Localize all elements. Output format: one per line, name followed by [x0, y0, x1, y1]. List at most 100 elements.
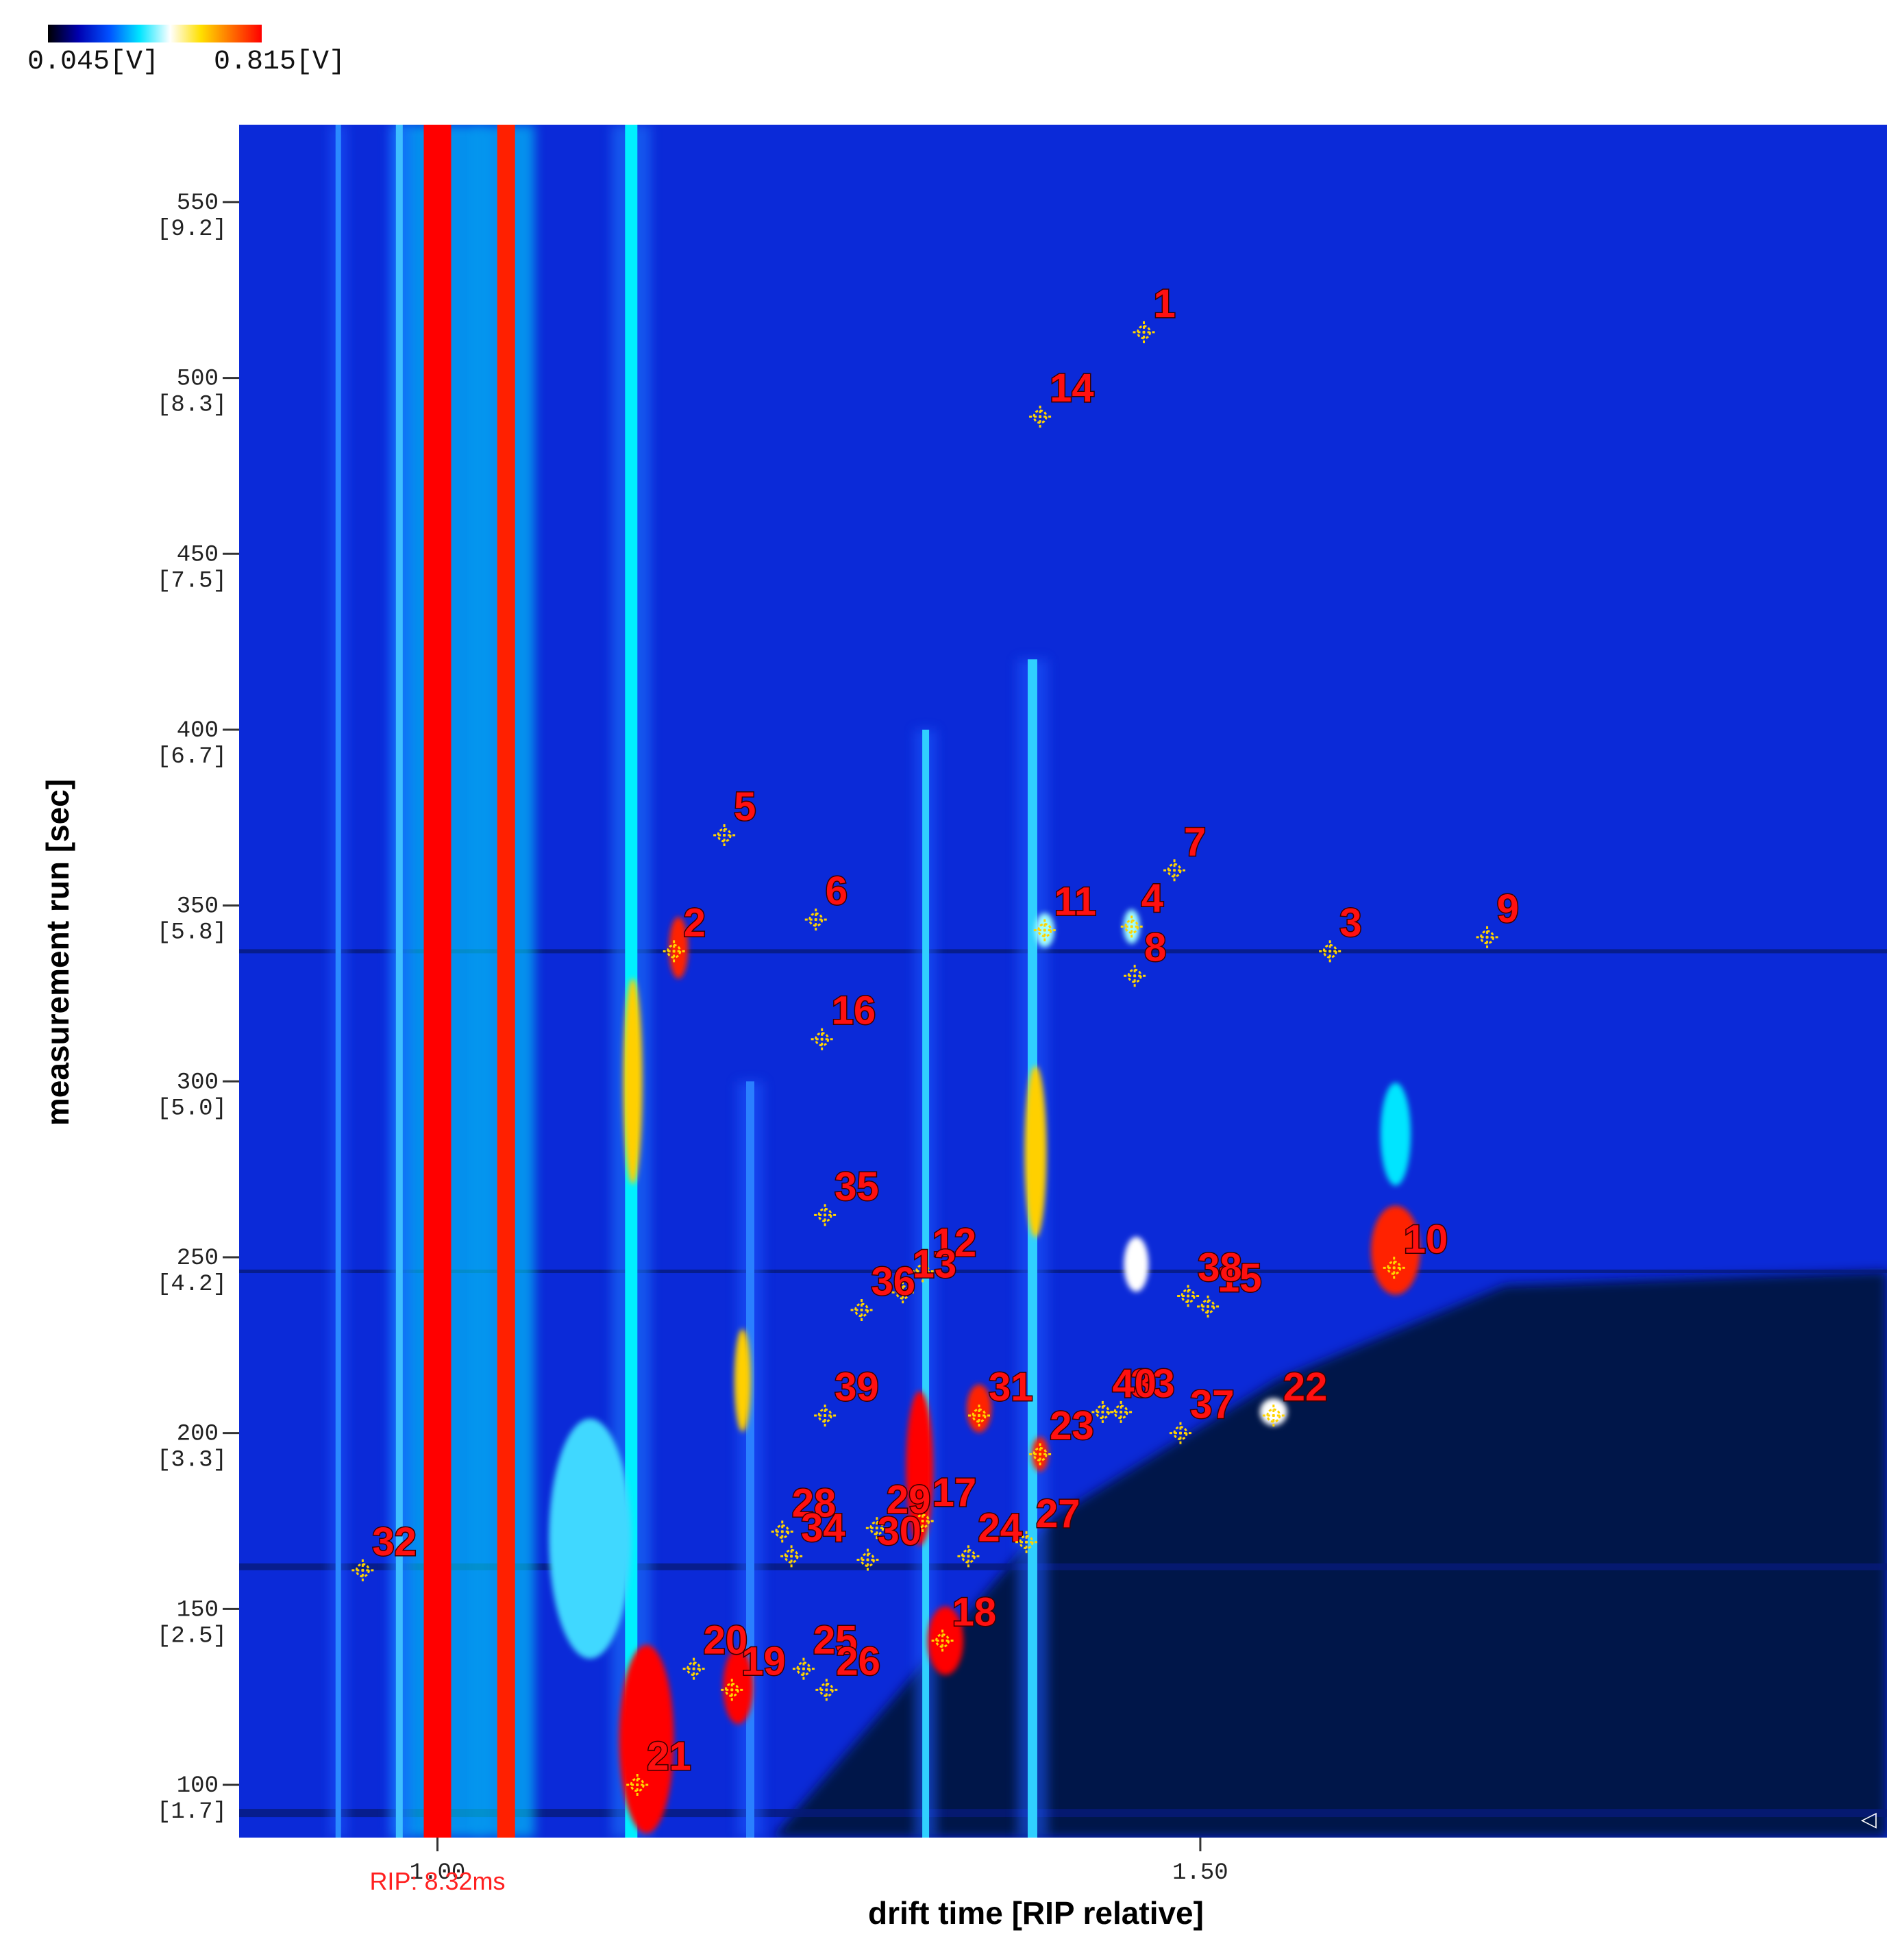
y-tick-sublabel: [4.2]: [157, 1272, 227, 1298]
y-tick-sublabel: [9.2]: [157, 217, 227, 243]
peak-marker[interactable]: 16: [811, 987, 877, 1050]
y-tick-sublabel: [2.5]: [157, 1623, 227, 1649]
peak-marker[interactable]: 22: [1262, 1363, 1328, 1427]
peak-marker[interactable]: 32: [351, 1518, 417, 1581]
peak-marker-label: 15: [1217, 1256, 1262, 1300]
intensity-blob: [619, 1644, 674, 1833]
peak-marker[interactable]: 7: [1163, 819, 1207, 882]
peak-marker-label: 39: [834, 1365, 879, 1409]
peak-marker-label: 7: [1184, 819, 1206, 864]
peak-marker-label: 19: [741, 1639, 786, 1683]
peak-marker[interactable]: 36: [850, 1258, 917, 1321]
peak-marker[interactable]: 18: [931, 1589, 998, 1652]
peak-marker[interactable]: 26: [815, 1638, 881, 1701]
peak-marker[interactable]: 5: [713, 783, 757, 846]
peak-marker-label: 6: [826, 869, 848, 913]
colorbar: [48, 25, 262, 42]
baseline-streak: [239, 1270, 1887, 1274]
peak-marker-label: 17: [932, 1470, 977, 1515]
peak-marker[interactable]: 23: [1029, 1403, 1095, 1466]
peak-marker[interactable]: 28: [771, 1480, 837, 1543]
peak-marker[interactable]: 29: [865, 1477, 932, 1540]
drift-streak: [922, 729, 930, 1838]
peak-marker[interactable]: 24: [957, 1505, 1023, 1568]
y-tick-label: 300: [177, 1070, 219, 1096]
peak-marker-label: 28: [792, 1481, 837, 1525]
x-axis-title: drift time [RIP relative]: [868, 1895, 1204, 1931]
peak-marker[interactable]: 2: [663, 900, 706, 963]
peak-marker[interactable]: 34: [780, 1505, 846, 1568]
peak-marker[interactable]: 19: [721, 1638, 787, 1701]
colorbar-legend: 0.045[V] 0.815[V]: [27, 25, 345, 77]
peak-marker-label: 31: [989, 1365, 1033, 1409]
x-tick-label: 1.00: [410, 1860, 466, 1886]
heatmap-layer: [239, 125, 1887, 1838]
peak-marker[interactable]: 9: [1476, 885, 1520, 948]
peak-marker[interactable]: 39: [814, 1363, 880, 1427]
y-tick-label: 450: [177, 542, 219, 568]
drift-streak: [335, 125, 341, 1838]
peak-marker[interactable]: 15: [1197, 1255, 1263, 1318]
peak-marker[interactable]: 6: [804, 868, 849, 931]
peak-marker[interactable]: 20: [682, 1617, 749, 1680]
peak-marker-label: 20: [704, 1618, 748, 1663]
x-tick-label: 1.50: [1172, 1860, 1228, 1886]
drift-streak: [395, 125, 403, 1838]
y-tick-sublabel: [6.7]: [157, 744, 227, 770]
peak-marker[interactable]: 14: [1029, 365, 1095, 428]
peak-marker-label: 22: [1283, 1365, 1328, 1409]
y-tick-label: 400: [177, 718, 219, 744]
intensity-blob: [1024, 1065, 1047, 1237]
peak-marker[interactable]: 13: [891, 1241, 958, 1304]
peak-marker[interactable]: 37: [1169, 1381, 1235, 1444]
peak-marker[interactable]: 25: [792, 1617, 858, 1680]
peak-marker-label: 1: [1154, 282, 1176, 326]
peak-marker-label: 38: [1198, 1245, 1242, 1289]
peak-markers: 12 34567891011121314151617181920212223242…: [351, 280, 1520, 1796]
y-tick-sublabel: [1.7]: [157, 1799, 227, 1825]
peak-marker[interactable]: 35: [814, 1163, 880, 1226]
y-tick-label: 250: [177, 1246, 219, 1272]
peak-marker-label: 33: [1130, 1361, 1175, 1406]
peak-marker-label: 27: [1036, 1492, 1080, 1536]
intensity-blob: [734, 1329, 751, 1432]
drift-streak: [745, 1081, 754, 1838]
peak-marker[interactable]: 40: [1091, 1360, 1157, 1423]
peak-marker-label: 21: [647, 1734, 691, 1779]
peak-marker[interactable]: 33: [1110, 1360, 1176, 1423]
peak-marker[interactable]: 4: [1120, 875, 1164, 938]
peak-marker[interactable]: 11: [1033, 878, 1098, 941]
dark-region: [773, 1271, 1887, 1838]
peak-marker[interactable]: 12: [911, 1220, 978, 1283]
peak-marker-label: 32: [372, 1520, 417, 1564]
y-tick-label: 100: [177, 1773, 219, 1799]
peak-marker[interactable]: 1: [1133, 280, 1176, 343]
peak-marker[interactable]: 31: [968, 1363, 1034, 1427]
peak-marker-label: 16: [832, 989, 876, 1033]
peak-marker[interactable]: 8: [1124, 924, 1167, 987]
peak-marker-label: 18: [952, 1590, 997, 1635]
peak-marker[interactable]: 30: [856, 1508, 922, 1571]
x-axis: 1.00 1.50: [410, 1838, 1228, 1886]
y-tick-label: 350: [177, 894, 219, 920]
peak-marker-label: 10: [1404, 1217, 1448, 1261]
peak-marker[interactable]: 21: [626, 1733, 692, 1796]
intensity-blob: [906, 1391, 934, 1546]
peak-marker[interactable]: 38: [1177, 1244, 1243, 1307]
peak-marker[interactable]: 27: [1015, 1490, 1081, 1553]
y-tick-label: 550: [177, 190, 219, 217]
rip-label: RIP: 8.32ms: [369, 1867, 505, 1895]
baseline-streak: [239, 949, 1887, 954]
intensity-blob: [623, 978, 643, 1185]
intensity-blob: [1380, 1083, 1411, 1186]
peak-marker[interactable]: 3: [1319, 900, 1363, 963]
peak-marker-label: 36: [871, 1259, 916, 1304]
peak-marker-label: 14: [1050, 366, 1094, 410]
peak-marker-label: 40: [1112, 1361, 1157, 1406]
y-tick-sublabel: [5.0]: [157, 1096, 227, 1122]
y-tick-label: 500: [177, 367, 219, 393]
peak-marker[interactable]: 10: [1383, 1216, 1449, 1279]
y-axis: 100[1.7] 150[2.5] 200[3.3] 250[4.2] 300[5.0]…: [157, 190, 239, 1825]
peak-marker-label: 3: [1339, 900, 1361, 945]
peak-marker[interactable]: 17: [911, 1469, 978, 1532]
